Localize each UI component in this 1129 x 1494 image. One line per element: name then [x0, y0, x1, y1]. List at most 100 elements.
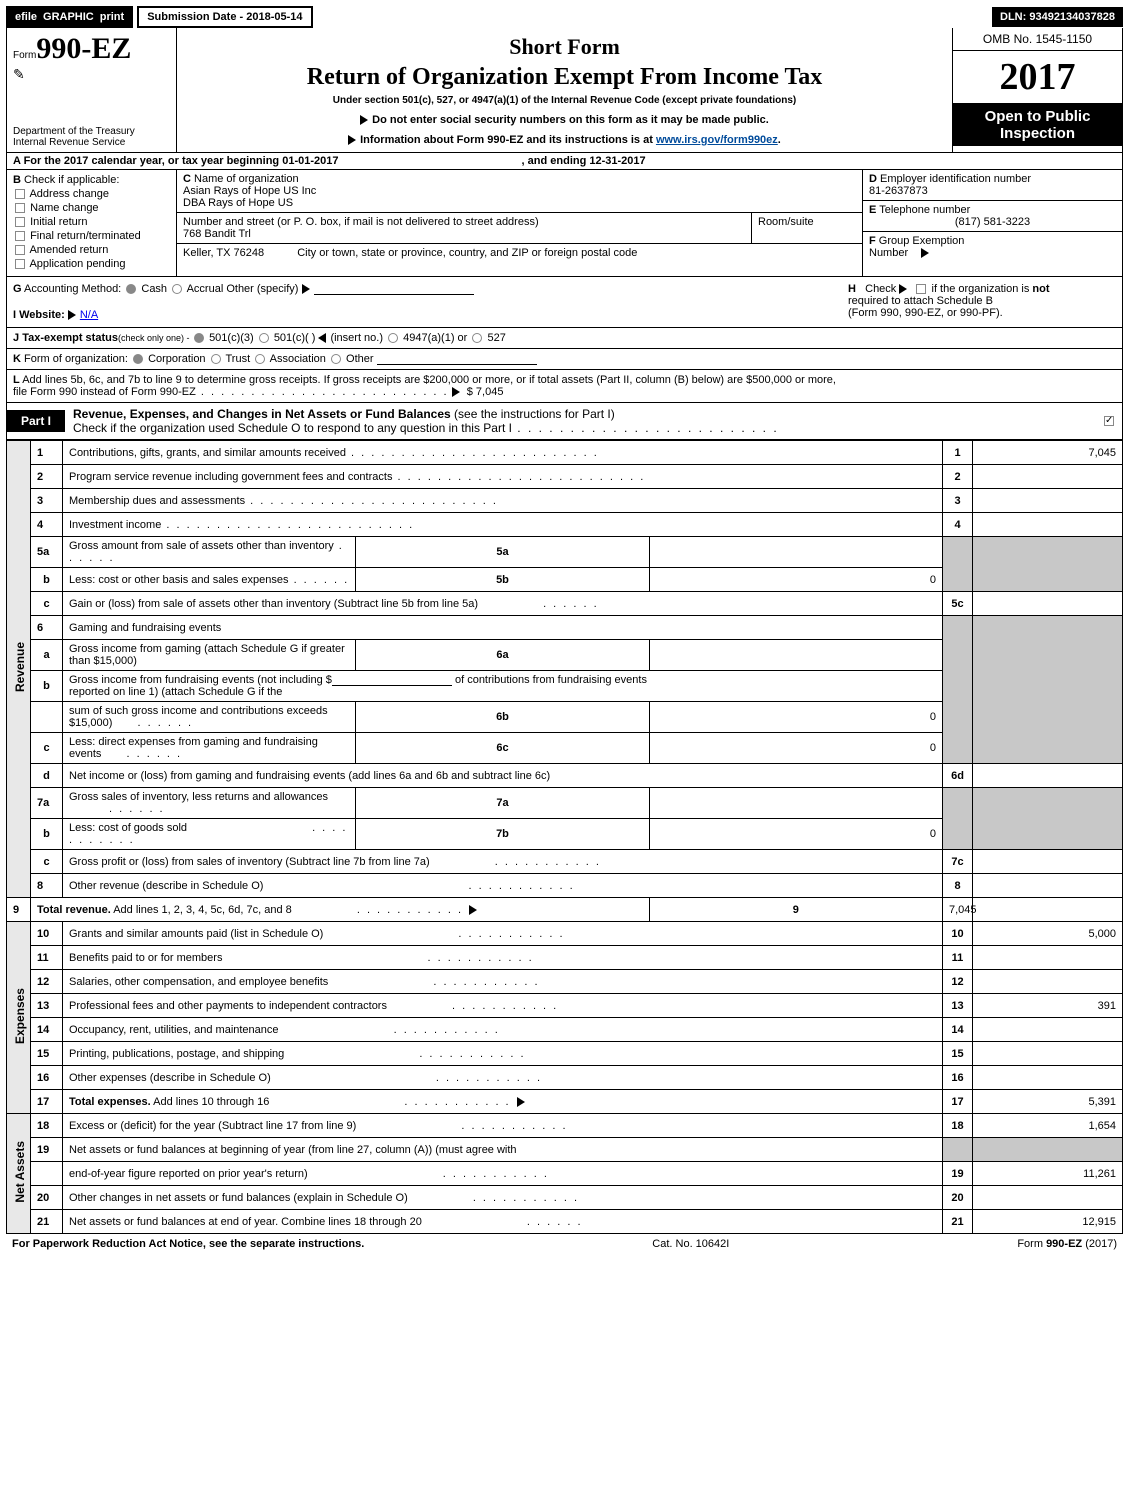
line-desc: Printing, publications, postage, and shi…	[63, 1042, 943, 1066]
line-desc: Other revenue (describe in Schedule O)	[63, 874, 943, 898]
section-j: J Tax-exempt status(check only one) - 50…	[6, 328, 1123, 349]
line-ref: 6d	[943, 764, 973, 788]
line-ref: 15	[943, 1042, 973, 1066]
line-ref: 17	[943, 1090, 973, 1114]
radio-4947[interactable]	[388, 333, 398, 343]
line-ref: 10	[943, 922, 973, 946]
line-desc: Less: cost of goods sold	[63, 819, 356, 850]
instructions-link[interactable]: www.irs.gov/form990ez	[656, 134, 778, 146]
line-number: c	[31, 733, 63, 764]
line-ref: 9	[649, 898, 942, 922]
checkbox-address-change[interactable]	[15, 189, 25, 199]
line-number: 16	[31, 1066, 63, 1090]
org-name-2: DBA Rays of Hope US	[183, 197, 293, 209]
graphic-label: GRAPHIC	[43, 11, 94, 23]
line-amount	[973, 874, 1123, 898]
line-number: 5a	[31, 537, 63, 568]
dept-treasury: Department of the Treasury	[13, 126, 170, 137]
checkbox-final-return[interactable]	[15, 231, 25, 241]
arrow-icon	[463, 904, 477, 916]
line-number: 9	[7, 898, 31, 922]
dln-label: DLN:	[1000, 11, 1029, 23]
form-header: Form990-EZ ✎ Department of the Treasury …	[6, 28, 1123, 153]
arrow-icon	[68, 310, 76, 320]
j-insert: (insert no.)	[330, 332, 383, 344]
radio-501c3[interactable]	[194, 333, 204, 343]
revenue-side-label: Revenue	[7, 441, 31, 898]
line-number: a	[31, 640, 63, 671]
radio-527[interactable]	[472, 333, 482, 343]
line-number: 15	[31, 1042, 63, 1066]
open-line2: Inspection	[957, 125, 1118, 142]
line-desc: Net assets or fund balances at end of ye…	[63, 1210, 943, 1234]
fundraising-amount-input[interactable]	[332, 674, 452, 686]
sub-line-ref: 5a	[356, 537, 649, 568]
radio-trust[interactable]	[211, 354, 221, 364]
grey-cell	[943, 1138, 973, 1162]
line-number: 13	[31, 994, 63, 1018]
sub-line-ref: 6c	[356, 733, 649, 764]
c-name-label: Name of organization	[194, 173, 299, 185]
line-amount: 7,045	[973, 441, 1123, 465]
line-amount	[973, 465, 1123, 489]
room-suite-label: Room/suite	[752, 213, 862, 243]
radio-501c[interactable]	[259, 333, 269, 343]
arrow-icon	[511, 1096, 525, 1108]
footer-mid: Cat. No. 10642I	[652, 1238, 729, 1250]
radio-other[interactable]	[331, 354, 341, 364]
radio-corporation[interactable]	[133, 354, 143, 364]
sub-line-ref: 6a	[356, 640, 649, 671]
final-return-label: Final return/terminated	[30, 230, 141, 242]
net-assets-side-label: Net Assets	[7, 1114, 31, 1234]
radio-cash[interactable]	[126, 284, 136, 294]
line-desc: Investment income	[63, 513, 943, 537]
org-city: Keller, TX 76248	[183, 247, 264, 259]
radio-association[interactable]	[255, 354, 265, 364]
line-ref: 19	[943, 1162, 973, 1186]
line-number: c	[31, 850, 63, 874]
section-h: H Check if the organization is not requi…	[842, 277, 1122, 327]
a-begin: 01-01-2017	[282, 155, 338, 167]
org-address: 768 Bandit Trl	[183, 228, 251, 240]
print-label: print	[100, 11, 124, 23]
line-number: 3	[31, 489, 63, 513]
radio-accrual[interactable]	[172, 284, 182, 294]
line-amount: 5,391	[973, 1090, 1123, 1114]
table-row: 13Professional fees and other payments t…	[7, 994, 1123, 1018]
table-row: cGain or (loss) from sale of assets othe…	[7, 592, 1123, 616]
form-number: 990-EZ	[36, 32, 131, 65]
line-ref: 11	[943, 946, 973, 970]
checkbox-not-required[interactable]	[916, 284, 926, 294]
website-link[interactable]: N/A	[80, 309, 98, 321]
checkbox-name-change[interactable]	[15, 203, 25, 213]
accrual-label: Accrual	[187, 283, 224, 295]
checkbox-initial-return[interactable]	[15, 217, 25, 227]
i-label: I	[13, 309, 16, 321]
line-amount	[973, 1066, 1123, 1090]
arrow-icon	[302, 284, 310, 294]
arrow-icon	[899, 284, 907, 294]
grey-cell	[973, 616, 1123, 764]
other-label: Other (specify)	[226, 283, 298, 295]
table-row: 14Occupancy, rent, utilities, and mainte…	[7, 1018, 1123, 1042]
other-org-input[interactable]	[377, 353, 537, 365]
line-number: b	[31, 819, 63, 850]
g-label: G	[13, 283, 22, 295]
table-row: 15Printing, publications, postage, and s…	[7, 1042, 1123, 1066]
part-1-table: Revenue 1 Contributions, gifts, grants, …	[6, 440, 1123, 1234]
sub-line-amount: 0	[649, 819, 942, 850]
arrow-icon	[921, 248, 929, 258]
efile-print-button[interactable]: efile GRAPHIC print	[6, 6, 133, 28]
other-specify-input[interactable]	[314, 283, 474, 295]
org-name-1: Asian Rays of Hope US Inc	[183, 185, 316, 197]
line-amount: 1,654	[973, 1114, 1123, 1138]
checkbox-schedule-o[interactable]	[1104, 416, 1114, 426]
line-amount: 12,915	[973, 1210, 1123, 1234]
line-number	[31, 1162, 63, 1186]
table-row: 4Investment income4	[7, 513, 1123, 537]
checkbox-application-pending[interactable]	[15, 259, 25, 269]
checkbox-amended-return[interactable]	[15, 245, 25, 255]
dept-irs: Internal Revenue Service	[13, 137, 170, 148]
under-section: Under section 501(c), 527, or 4947(a)(1)…	[187, 95, 942, 106]
line-desc: Contributions, gifts, grants, and simila…	[63, 441, 943, 465]
